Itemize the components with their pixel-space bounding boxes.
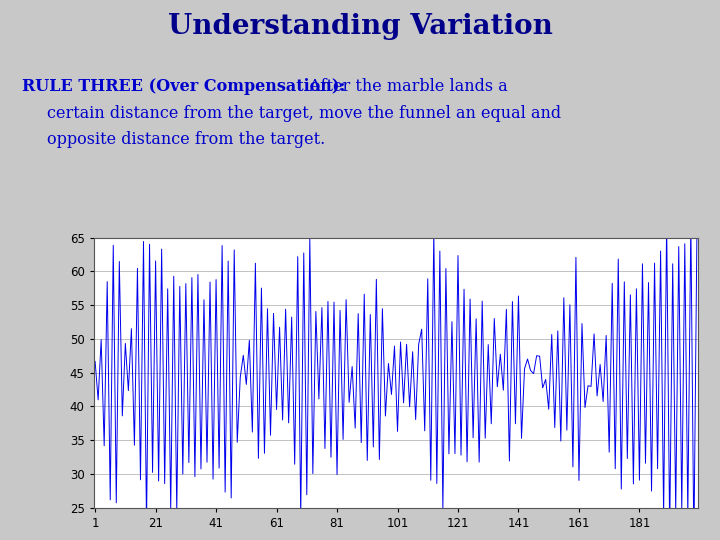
Text: certain distance from the target, move the funnel an equal and: certain distance from the target, move t… xyxy=(47,105,561,122)
Text: Understanding Variation: Understanding Variation xyxy=(168,14,552,40)
Text: RULE THREE (Over Compensation):: RULE THREE (Over Compensation): xyxy=(22,78,345,95)
Text: After the marble lands a: After the marble lands a xyxy=(299,78,508,95)
Text: opposite distance from the target.: opposite distance from the target. xyxy=(47,131,325,147)
